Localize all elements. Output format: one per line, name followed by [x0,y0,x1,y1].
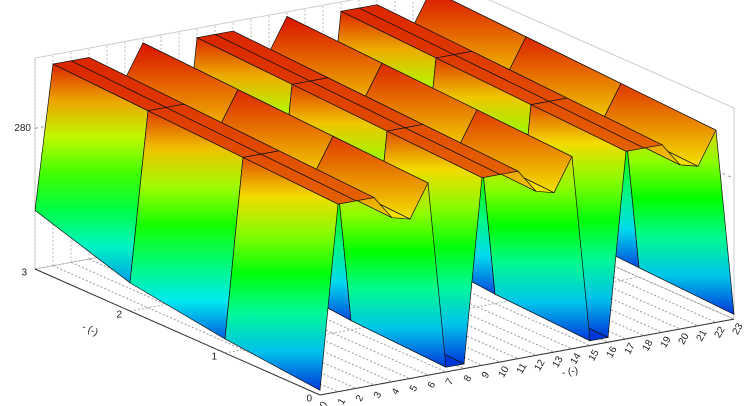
x-axis-label: - (-) [561,365,579,379]
x-tick-label: 10 [497,364,512,380]
x-tick-label: 1 [336,396,349,406]
y-tick-label: 2 [116,310,122,321]
x-tick-label: 0 [318,400,331,406]
x-axis [319,318,735,396]
y-tick-label: 1 [211,352,217,363]
x-tick-label: 13 [551,354,566,370]
x-tick-label: 6 [426,380,439,391]
y-tick-label: 0 [306,394,312,405]
x-tick-label: 16 [605,344,620,360]
x-tick-label: 2 [354,393,367,404]
x-tick-label: 15 [587,348,602,364]
x-tick-label: 21 [695,328,710,344]
y-tick-label: 3 [21,268,27,279]
z-tick-label: 280 [14,123,31,134]
x-tick-label: 4 [390,386,403,397]
x-tick-label: 14 [569,351,584,367]
y-axis [34,268,321,396]
x-tick-label: 5 [408,383,421,394]
x-tick-label: 3 [372,390,385,401]
x-tick-label: 17 [623,341,638,357]
x-tick-label: 18 [641,338,656,354]
x-tick-label: 23 [731,321,746,337]
x-tick-label: 22 [713,325,728,341]
x-tick-label: 9 [480,370,493,381]
surface-patch [224,156,339,391]
x-tick-label: 7 [444,376,457,387]
x-tick-label: 12 [533,358,548,374]
x-tick-label: 20 [677,331,692,347]
x-tick-label: 19 [659,334,674,350]
x-tick-label: 8 [462,373,475,384]
